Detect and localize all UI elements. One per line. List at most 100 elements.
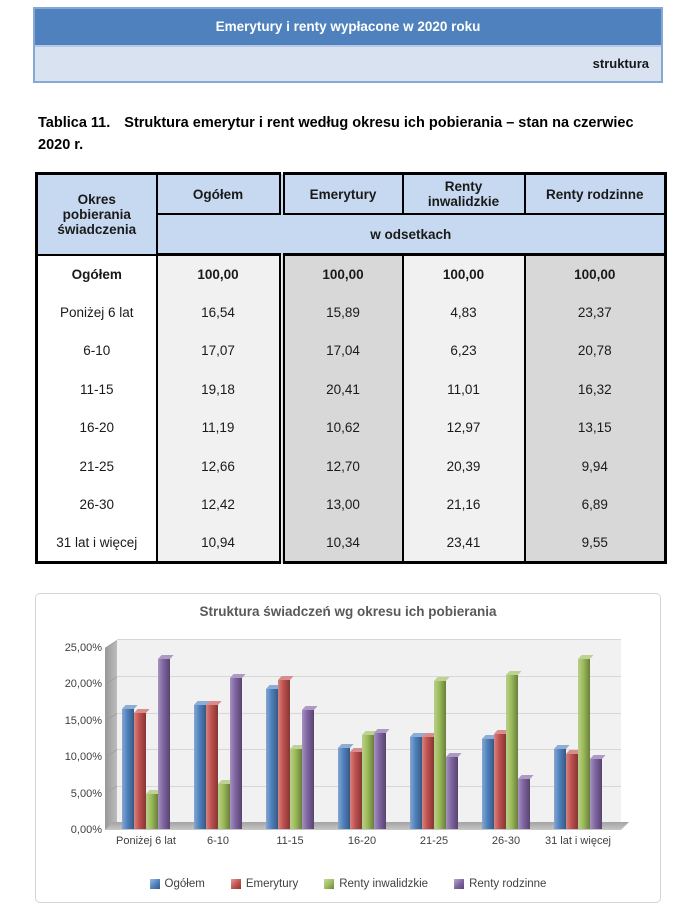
- bar: [146, 790, 162, 829]
- table-cell: 13,00: [278, 485, 403, 524]
- bar: [290, 745, 306, 829]
- y-axis-tick-label: 15,00%: [64, 714, 102, 727]
- bar: [362, 731, 378, 829]
- y-axis-tick-label: 5,00%: [70, 787, 102, 800]
- bar-top-face: [278, 676, 294, 680]
- x-axis-category-label: 11-15: [276, 835, 304, 847]
- bar-group: [194, 674, 246, 829]
- row-label: 26-30: [36, 485, 158, 524]
- table-cell: 11,01: [401, 370, 525, 409]
- bar-top-face: [134, 709, 150, 713]
- table-cell: 9,55: [523, 524, 666, 563]
- bar: [350, 748, 366, 829]
- table-cell: 17,07: [155, 331, 282, 370]
- bar-top-face: [122, 705, 138, 709]
- bar: [122, 705, 138, 829]
- table-row: 6-10 17,07 17,04 6,23 20,78: [36, 331, 666, 370]
- table-row: 16-20 11,19 10,62 12,97 13,15: [36, 408, 666, 447]
- x-axis-category-label: 6-10: [206, 835, 230, 847]
- legend-label: Emerytury: [245, 878, 299, 890]
- table-cell: 9,94: [523, 447, 666, 486]
- table-cell: 100,00: [155, 254, 282, 293]
- bar: [494, 730, 510, 829]
- bar: [446, 753, 462, 829]
- bar-group: [554, 655, 606, 829]
- x-axis-category-label: Poniżej 6 lat: [116, 835, 176, 847]
- table-header-ogolem: Ogółem: [155, 172, 283, 215]
- y-axis-tick-label: 20,00%: [64, 678, 102, 691]
- bar-group: [482, 671, 534, 829]
- bar-top-face: [518, 775, 534, 779]
- bar: [518, 775, 534, 829]
- row-label: 31 lat i więcej: [36, 524, 158, 563]
- bar: [278, 676, 294, 829]
- table-cell: 100,00: [401, 254, 525, 293]
- table-row: 26-30 12,42 13,00 21,16 6,89: [36, 485, 666, 524]
- bar-group: [338, 729, 390, 829]
- bar: [158, 655, 174, 829]
- bar-top-face: [158, 655, 174, 659]
- x-axis-category-label: 21-25: [419, 835, 449, 847]
- row-label: 16-20: [36, 408, 158, 447]
- bar: [302, 706, 318, 829]
- table-header-emerytury: Emerytury: [278, 172, 404, 215]
- bar: [374, 729, 390, 829]
- gridline: [117, 712, 621, 714]
- bar: [230, 674, 246, 829]
- legend-label: Renty rodzinne: [469, 878, 547, 890]
- bar-top-face: [506, 671, 522, 675]
- table-caption-text: Struktura emerytur i rent według okresu …: [38, 115, 634, 153]
- bar: [566, 750, 582, 829]
- bar-group: [266, 676, 318, 829]
- table-cell: 16,54: [155, 293, 282, 332]
- bar: [338, 744, 354, 829]
- table-row: Poniżej 6 lat 16,54 15,89 4,83 23,37: [36, 293, 666, 332]
- bar-top-face: [554, 745, 570, 749]
- table-cell: 19,18: [155, 370, 282, 409]
- table-cell: 20,39: [401, 447, 525, 486]
- table-cell: 13,15: [523, 408, 666, 447]
- y-axis-tick-label: 10,00%: [64, 751, 102, 764]
- table-header-renty-rodzinne: Renty rodzinne: [523, 172, 667, 215]
- row-label: 6-10: [36, 331, 158, 370]
- chart-plot-area: 25,00% 20,00% 15,00% 10,00% 5,00% 0,00% Poniże…: [65, 639, 629, 847]
- row-label: 21-25: [36, 447, 158, 486]
- legend-swatch-icon: [454, 879, 465, 889]
- table-caption-number: Tablica 11.: [38, 115, 111, 131]
- bar-top-face: [590, 755, 606, 759]
- legend-item: Emerytury: [230, 878, 299, 890]
- bar: [206, 701, 222, 829]
- gridline: [117, 676, 621, 678]
- bar-top-face: [578, 655, 594, 659]
- bar: [266, 685, 282, 829]
- table-cell: 16,32: [523, 370, 666, 409]
- bar-top-face: [374, 729, 390, 733]
- table-cell: 20,41: [278, 370, 403, 409]
- pension-structure-table: Okres pobierania świadczenia Ogółem Emer…: [35, 172, 667, 564]
- table-cell: 12,97: [401, 408, 525, 447]
- table-cell: 10,94: [155, 524, 282, 563]
- legend-swatch-icon: [230, 879, 241, 889]
- table-row: 31 lat i więcej 10,94 10,34 23,41 9,55: [36, 524, 666, 563]
- x-axis-category-label: 26-30: [491, 835, 521, 847]
- table-row: 11-15 19,18 20,41 11,01 16,32: [36, 370, 666, 409]
- chart-side-wall: [105, 640, 117, 830]
- table-row: Ogółem 100,00 100,00 100,00 100,00: [36, 254, 666, 293]
- bar: [410, 733, 426, 829]
- table-cell: 21,16: [401, 485, 525, 524]
- bar: [482, 735, 498, 829]
- bar-top-face: [206, 701, 222, 705]
- table-header-okres: Okres pobierania świadczenia: [35, 172, 158, 256]
- table-cell: 10,62: [278, 408, 403, 447]
- bar-top-face: [434, 677, 450, 681]
- table-row: 21-25 12,66 12,70 20,39 9,94: [36, 447, 666, 486]
- table-cell: 20,78: [523, 331, 666, 370]
- table-cell: 12,42: [155, 485, 282, 524]
- table-cell: 6,23: [401, 331, 525, 370]
- bar-top-face: [338, 744, 354, 748]
- table-cell: 12,70: [278, 447, 403, 486]
- table-cell: 23,41: [401, 524, 525, 563]
- table-units-row: w odsetkach: [155, 213, 667, 256]
- legend-item: Renty inwalidzkie: [324, 878, 428, 890]
- bar-group: [122, 655, 174, 829]
